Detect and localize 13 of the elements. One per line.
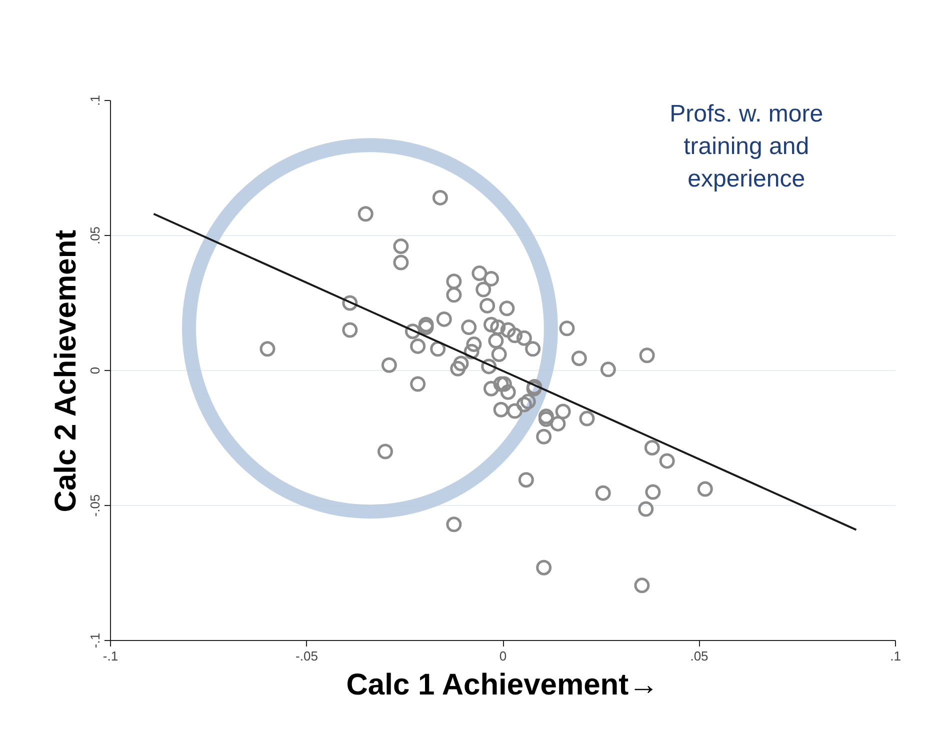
y-axis-title: Calc 2 Achievement: [50, 230, 82, 512]
y-tick-label: -.05: [88, 494, 102, 517]
y-tick-label: .05: [88, 226, 102, 245]
x-tick-label: -.05: [296, 648, 318, 664]
x-tick-label: .1: [890, 648, 901, 664]
x-tick-label: 0: [499, 648, 507, 664]
x-tick-label: -.1: [102, 648, 118, 664]
annotation: Profs. w. more training and experience: [670, 100, 824, 192]
x-tick-label: .05: [690, 648, 708, 664]
y-tick-label: .1: [88, 95, 102, 106]
y-tick-label: -.1: [88, 632, 102, 648]
y-tick-label: 0: [88, 366, 102, 374]
x-axis-title: Calc 1 Achievement→: [346, 668, 659, 702]
